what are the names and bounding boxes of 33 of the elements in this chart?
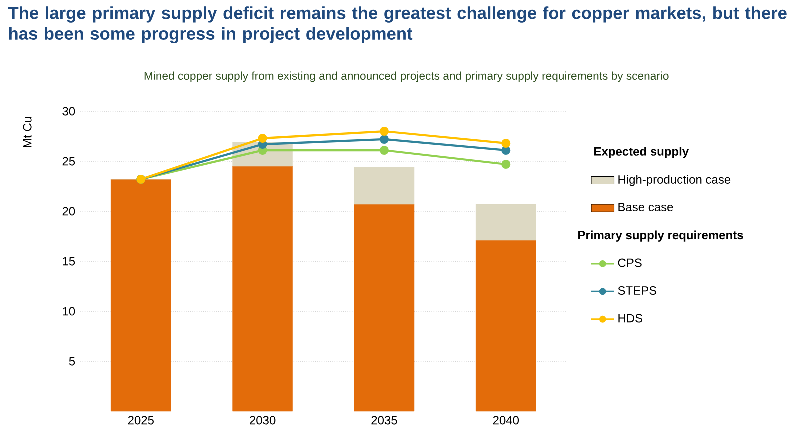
- legend-title: Expected supply: [594, 147, 690, 158]
- y-axis-title: Mt Cu: [23, 117, 32, 148]
- point: [502, 138, 511, 148]
- y-tick-label: 5: [69, 357, 76, 366]
- text: Primary supply requirements: [578, 230, 744, 242]
- y-tick-label: 15: [63, 257, 76, 266]
- x-tick-label: 2035: [372, 416, 398, 425]
- point: [502, 160, 511, 170]
- legend-label: High-production case: [618, 175, 731, 186]
- bar: [232, 166, 293, 412]
- legend-label: Base case: [618, 203, 674, 212]
- y-tick-label: 30: [62, 107, 76, 116]
- chart-subtitle: Mined copper supply from existing and announced projects and primary supply requirements by scenario: [144, 72, 669, 82]
- bar: [111, 179, 172, 412]
- point: [380, 134, 390, 144]
- x-tick-label: 2025: [128, 416, 154, 425]
- bar: [476, 204, 536, 241]
- y-tick-label: 10: [63, 307, 76, 316]
- point: [502, 146, 511, 156]
- point: [380, 126, 390, 136]
- point: [380, 146, 390, 156]
- legend-label: STEPS: [618, 286, 657, 295]
- bar: [354, 204, 415, 412]
- bar: [476, 240, 536, 412]
- y-tick-label: 25: [62, 157, 76, 166]
- bar: [354, 167, 415, 205]
- y-tick-label: 20: [62, 207, 76, 216]
- x-tick-label: 2030: [250, 416, 276, 425]
- legend-label: HDS: [618, 314, 643, 323]
- x-tick-label: 2040: [493, 416, 520, 425]
- chart-title: The large primary supply deficit remains the greatest challenge for copper markets, but there has been some progress in project development: [8, 6, 787, 44]
- legend-label: CPS: [618, 258, 642, 268]
- point: [258, 134, 268, 144]
